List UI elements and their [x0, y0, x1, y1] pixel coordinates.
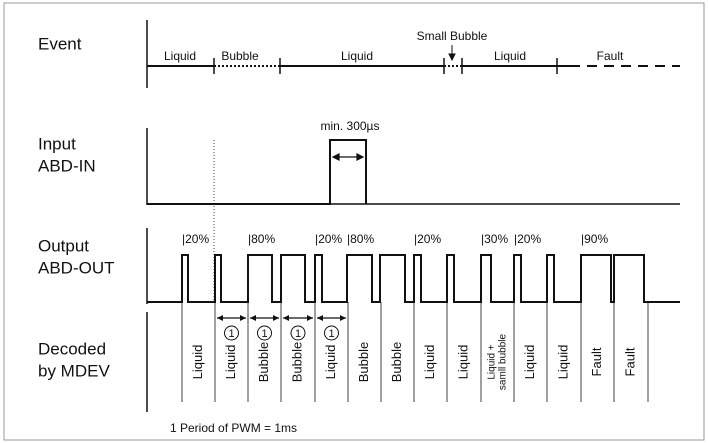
- event-label: Bubble: [221, 49, 259, 63]
- arrow-head: [283, 315, 313, 321]
- event-label: Small Bubble: [417, 29, 488, 43]
- frame: [3, 2, 705, 441]
- period-circle: [224, 325, 239, 341]
- row-label: by MDEV: [38, 361, 110, 380]
- pulse-label: min. 300µs: [321, 119, 380, 133]
- duty-label: |90%: [581, 232, 608, 246]
- decoded-label: Fault: [622, 347, 637, 376]
- decoded-label: Liquid: [555, 345, 570, 380]
- arrow-head: [217, 315, 246, 321]
- event-label: Liquid: [494, 49, 526, 63]
- period-marker: 1: [261, 328, 267, 340]
- decoded-label: Bubble: [356, 342, 371, 382]
- small-bubble-arrow: [448, 45, 456, 62]
- output-signal: [147, 254, 680, 303]
- arrow-head: [250, 315, 279, 321]
- event-label: Fault: [597, 49, 624, 63]
- duty-label: |80%: [347, 232, 374, 246]
- period-marker: 1: [295, 328, 301, 340]
- axes: [146, 20, 680, 412]
- footer-note: 1 Period of PWM = 1ms: [170, 421, 297, 435]
- duty-label: |80%: [248, 232, 275, 246]
- period-circle: [257, 325, 272, 341]
- duty-label: |30%: [481, 232, 508, 246]
- duty-label: |20%: [514, 232, 541, 246]
- decoded-label: Liquid: [323, 345, 338, 380]
- decoded-label: Bubble: [256, 342, 271, 382]
- event-label: Liquid: [164, 49, 196, 63]
- duty-label: |20%: [414, 232, 441, 246]
- pulse-width-arrow: [331, 153, 365, 161]
- period-marker: 1: [228, 328, 234, 340]
- row-label: Input: [38, 134, 76, 153]
- period-marker: 1: [328, 328, 334, 340]
- period-circle: [290, 325, 306, 341]
- decoded-label: Fault: [589, 347, 604, 376]
- decoded-label: samll bubble: [498, 333, 509, 390]
- decoded-label: Liquid: [223, 345, 238, 380]
- arrow-head: [317, 315, 346, 321]
- row-label: Decoded: [38, 339, 106, 358]
- decoded-label: Liquid: [455, 345, 470, 380]
- decoded-label: Bubble: [389, 342, 404, 382]
- row-label: Output: [38, 236, 89, 255]
- decoded-label: Liquid: [190, 345, 205, 380]
- decoded-label: Liquid +: [487, 344, 498, 379]
- row-label: ABD-OUT: [38, 258, 115, 277]
- event-label: Liquid: [341, 49, 373, 63]
- duty-label: |20%: [315, 232, 342, 246]
- row-label: Event: [38, 34, 82, 53]
- decoded-label: Bubble: [289, 342, 304, 382]
- period-circle: [324, 325, 339, 341]
- decoded-label: Liquid: [522, 345, 537, 380]
- row-label: ABD-IN: [38, 156, 96, 175]
- duty-label: |20%: [182, 232, 209, 246]
- decoded-label: Liquid: [422, 345, 437, 380]
